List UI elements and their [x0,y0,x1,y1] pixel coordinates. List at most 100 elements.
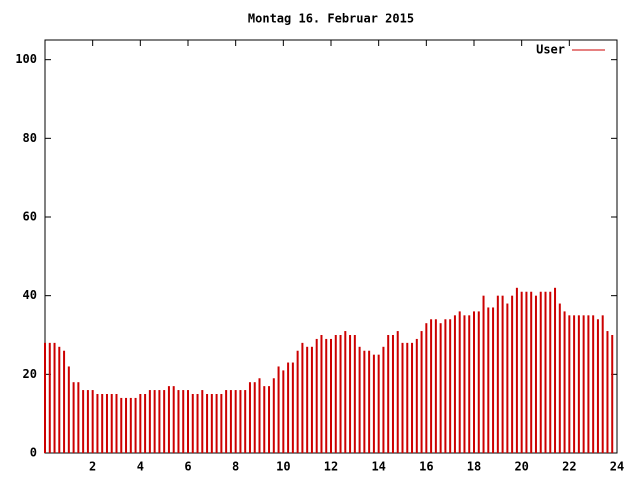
impulse [582,315,585,453]
impulse [549,291,552,453]
impulse [406,342,409,453]
x-tick-label: 22 [562,460,576,474]
impulse [53,342,56,453]
x-tick-label: 18 [467,460,481,474]
impulse [401,342,404,453]
impulse [296,350,299,453]
impulse [473,311,475,453]
impulse [453,315,456,453]
impulse [458,311,461,453]
impulse [372,354,375,453]
y-tick-label: 60 [23,210,37,224]
impulse [234,390,237,453]
impulse [558,303,561,453]
impulse [349,335,352,453]
impulse [86,390,89,453]
impulse [201,390,204,453]
impulse [239,390,242,453]
impulse [187,390,189,453]
impulse [568,315,571,453]
impulse [96,394,99,453]
impulse [177,390,180,453]
impulse [539,291,542,453]
x-tick-label: 16 [419,460,433,474]
impulse [253,382,256,453]
impulse [573,315,576,453]
impulse [191,394,194,453]
impulse [291,362,294,453]
impulse [487,307,490,453]
x-tick-label: 12 [324,460,338,474]
impulse [58,346,61,453]
impulse [601,315,604,453]
impulse [63,350,66,453]
impulse [363,350,366,453]
x-tick-label: 8 [232,460,239,474]
x-tick-label: 6 [184,460,191,474]
impulse [482,295,485,453]
impulse [282,370,285,453]
impulse [306,346,309,453]
impulse [477,311,480,453]
impulse [272,378,275,453]
impulse [229,390,232,453]
impulse [325,338,328,453]
impulse [444,319,447,453]
impulse [263,386,266,453]
impulse [91,390,94,453]
impulse [330,338,332,453]
impulse [120,397,123,453]
chart-title: Montag 16. Februar 2015 [248,12,414,26]
impulse [215,394,218,453]
impulse [125,397,128,453]
impulse [596,319,599,453]
y-tick-label: 20 [23,367,37,381]
impulse [554,287,557,453]
impulse [449,319,452,453]
x-tick-label: 2 [89,460,96,474]
impulse [210,394,213,453]
impulse [167,386,170,453]
impulse [377,354,380,453]
impulse [382,346,385,453]
x-tick-label: 4 [137,460,144,474]
impulse [277,366,280,453]
impulse [520,291,523,453]
y-tick-label: 80 [23,131,37,145]
impulse [439,323,442,453]
impulse [525,291,528,453]
impulse [511,295,514,453]
impulse [148,390,151,453]
impulse [411,342,414,453]
impulse [563,311,566,453]
impulse [334,335,337,453]
impulse [391,335,394,453]
impulse [248,382,251,453]
impulse [506,303,509,453]
impulse [358,346,361,453]
impulse [515,287,518,453]
x-tick-label: 24 [610,460,624,474]
impulse [425,323,428,453]
impulse [387,335,390,453]
legend-label: User [536,43,565,57]
impulse [415,338,418,453]
impulse [606,331,609,453]
impulse [220,394,223,453]
impulse [268,386,271,453]
impulse [592,315,595,453]
impulse [611,335,614,453]
impulse [77,382,80,453]
impulse [110,394,113,453]
impulse [496,295,499,453]
impulse [587,315,590,453]
impulse [172,386,175,453]
impulse [244,390,247,453]
x-tick-label: 20 [514,460,528,474]
impulse [396,331,399,453]
impulse [144,394,147,453]
impulse [139,394,142,453]
impulse [353,335,356,453]
impulse [315,338,318,453]
